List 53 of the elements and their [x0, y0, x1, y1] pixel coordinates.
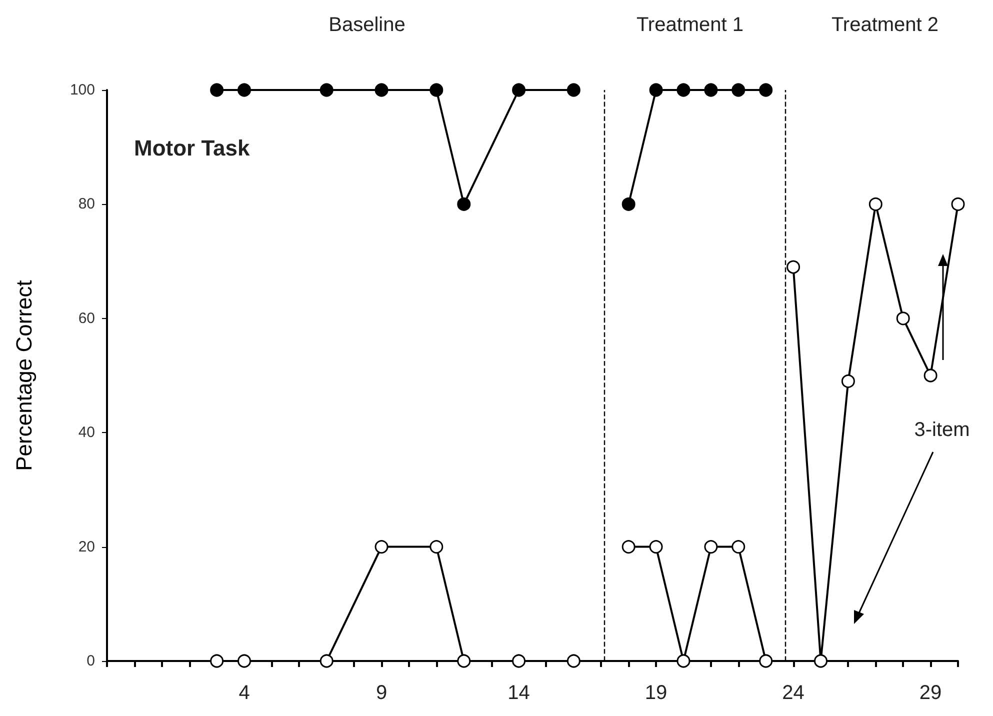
point — [430, 540, 444, 554]
y-tick-label: 100 — [70, 82, 95, 98]
y-tick-label: 20 — [78, 538, 95, 556]
point — [457, 654, 471, 668]
point — [841, 374, 855, 388]
point — [649, 83, 663, 97]
y-tick-label: 80 — [78, 196, 95, 213]
point — [814, 654, 828, 668]
y-axis-title: Percentage Correct — [12, 280, 36, 471]
point — [786, 260, 800, 274]
point — [622, 197, 636, 211]
y-tick-label: 40 — [78, 424, 95, 442]
x-tick-label: 9 — [376, 682, 388, 704]
point — [732, 540, 746, 554]
point — [566, 83, 580, 97]
point — [896, 312, 910, 326]
x-tick-label: 4 — [238, 682, 250, 704]
point — [951, 197, 965, 211]
y-tick-label: 60 — [78, 310, 95, 327]
point — [512, 83, 526, 97]
point — [649, 540, 663, 554]
point — [759, 654, 773, 668]
point — [457, 197, 471, 211]
annotation: Motor Task — [134, 136, 250, 160]
point — [374, 540, 388, 554]
point — [676, 83, 690, 97]
point — [704, 83, 718, 97]
x-tick-label: 14 — [508, 682, 530, 704]
text: Treatment 2 — [831, 14, 939, 36]
point — [704, 540, 718, 554]
point — [430, 83, 444, 97]
text: Treatment 1 — [636, 14, 744, 36]
point — [868, 197, 882, 211]
point — [320, 654, 334, 668]
point — [924, 368, 938, 382]
point — [210, 654, 224, 668]
annotation: 3-item — [914, 419, 970, 441]
point — [759, 83, 773, 97]
point — [676, 654, 690, 668]
x-tick-label: 29 — [919, 682, 942, 704]
x-tick-label: 19 — [644, 682, 668, 704]
point — [210, 83, 224, 97]
point — [238, 654, 252, 668]
text: Baseline — [328, 14, 406, 36]
point — [622, 540, 636, 554]
point — [566, 654, 580, 668]
y-tick-label: 0 — [86, 652, 95, 670]
point — [512, 654, 526, 668]
x-tick-label: 24 — [782, 682, 804, 704]
point — [238, 83, 252, 97]
point — [732, 83, 746, 97]
point — [374, 83, 388, 97]
point — [320, 83, 334, 97]
